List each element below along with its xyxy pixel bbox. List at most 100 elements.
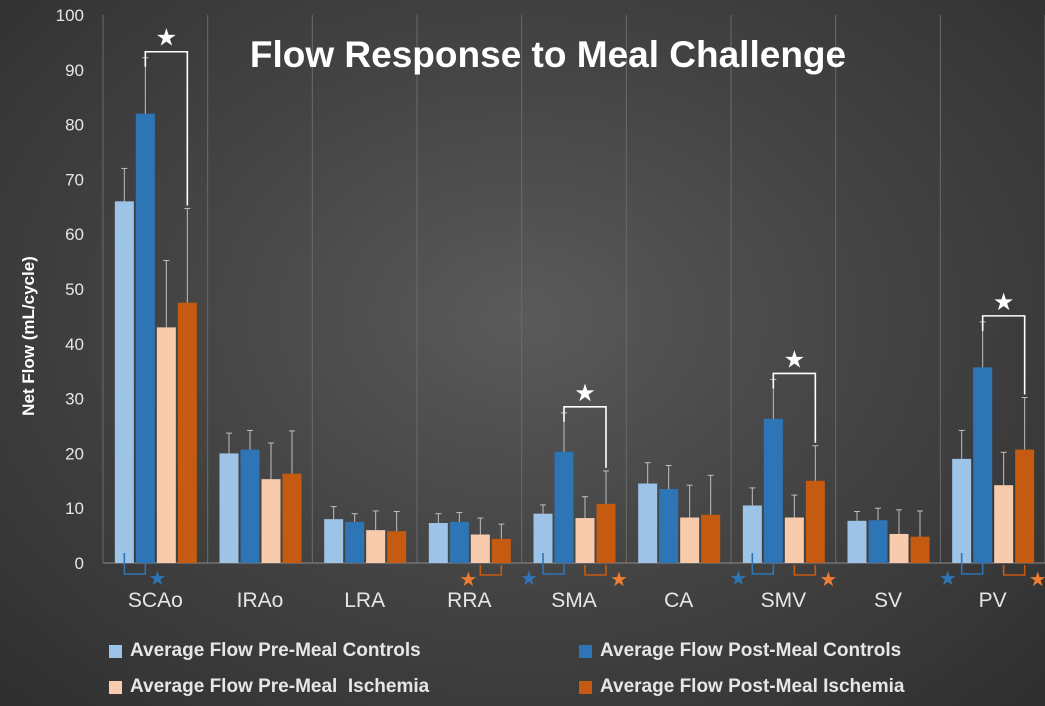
y-tick-label: 60	[65, 225, 84, 244]
ischemia-significance-star-icon: ★	[1029, 567, 1045, 591]
x-tick-label: IRAo	[237, 589, 284, 612]
bar	[889, 533, 909, 563]
significance-bracket	[144, 50, 189, 206]
legend-label: Average Flow Post-Meal Ischemia	[600, 676, 905, 697]
ischemia-significance-bracket	[793, 565, 817, 576]
bar	[345, 521, 365, 563]
bar	[973, 367, 993, 563]
x-tick-label: SMV	[761, 589, 807, 612]
gridlines	[102, 15, 1045, 564]
bar	[910, 536, 930, 563]
bar	[156, 327, 176, 563]
y-axis: 0 10 20 30 40 50 60 70 80 90 100	[56, 6, 84, 573]
bar	[261, 479, 281, 563]
bar	[659, 489, 679, 563]
bar	[680, 517, 700, 563]
ischemia-significance-star-icon: ★	[610, 567, 628, 591]
bar	[428, 522, 448, 563]
y-tick-label: 70	[65, 170, 84, 189]
x-tick-label: PV	[979, 589, 1007, 612]
ischemia-significance-bracket	[1002, 565, 1026, 576]
control-significance-star-icon: ★	[520, 566, 538, 590]
legend-label: Average Flow Post-Meal Controls	[600, 640, 902, 661]
legend-swatch	[109, 680, 122, 694]
legend-swatch	[109, 644, 122, 658]
x-axis-labels: SCAo IRAo LRA RRA SMA CA SMV SV PV	[128, 589, 1007, 612]
control-significance-bracket	[751, 553, 775, 575]
legend-swatch	[579, 680, 592, 694]
bar	[533, 513, 553, 563]
significance-bracket	[563, 406, 607, 468]
y-tick-label: 30	[65, 390, 84, 409]
bar	[638, 483, 658, 563]
y-tick-label: 100	[56, 6, 84, 25]
bars	[114, 113, 1035, 563]
bar	[219, 453, 239, 563]
ischemia-significance-bracket	[584, 565, 607, 576]
y-tick-label: 10	[65, 499, 84, 518]
ischemia-significance-star-icon: ★	[459, 567, 477, 591]
control-significance-bracket	[123, 553, 147, 575]
control-significance-star-icon: ★	[939, 566, 957, 590]
ischemia-significance-bracket	[479, 565, 503, 576]
bar	[701, 514, 721, 563]
control-significance-bracket	[960, 553, 984, 575]
bar	[847, 520, 867, 563]
x-tick-label: CA	[664, 589, 693, 612]
bar	[449, 521, 469, 563]
bar	[575, 518, 595, 563]
bar	[114, 201, 134, 563]
bar	[1015, 449, 1035, 563]
control-significance-star-icon: ★	[729, 566, 747, 590]
y-tick-label: 20	[65, 444, 84, 463]
bar	[470, 534, 490, 563]
bar	[868, 520, 888, 563]
x-tick-label: SV	[874, 589, 902, 612]
legend-label: Average Flow Pre-Meal Ischemia	[130, 676, 430, 697]
y-tick-label: 40	[65, 335, 84, 354]
y-tick-label: 90	[65, 61, 84, 80]
significance-star-icon: ★	[574, 379, 596, 407]
x-tick-label: LRA	[344, 589, 385, 612]
legend-item-pre-meal-controls: Average Flow Pre-Meal Controls	[109, 640, 421, 662]
bar	[366, 530, 386, 563]
bar	[324, 519, 344, 563]
y-tick-label: 80	[65, 116, 84, 135]
bar	[554, 451, 574, 563]
ischemia-significance-star-icon: ★	[819, 567, 837, 591]
bar	[596, 503, 616, 563]
y-tick-label: 0	[75, 554, 84, 573]
control-significance-bracket	[542, 553, 565, 575]
x-tick-label: SCAo	[128, 589, 183, 612]
y-axis-label: Net Flow (mL/cycle)	[19, 256, 38, 416]
bar	[282, 473, 302, 563]
bar	[240, 449, 260, 563]
y-tick-label: 50	[65, 280, 84, 299]
bar	[177, 302, 197, 563]
bar	[994, 485, 1014, 563]
x-tick-label: RRA	[447, 589, 491, 612]
control-significance-star-icon: ★	[148, 566, 166, 590]
significance-bracket	[981, 315, 1026, 395]
bar	[952, 458, 972, 563]
significance-star-icon: ★	[156, 24, 178, 52]
bar	[742, 505, 762, 563]
bar	[135, 113, 155, 563]
legend-item-post-meal-ischemia: Average Flow Post-Meal Ischemia	[579, 676, 904, 698]
chart-title: Flow Response to Meal Challenge	[250, 34, 846, 75]
legend-label: Average Flow Pre-Meal Controls	[130, 640, 421, 661]
bar	[784, 517, 804, 563]
bar	[763, 418, 783, 563]
bar	[491, 538, 511, 563]
bar	[805, 480, 825, 563]
legend-item-post-meal-controls: Average Flow Post-Meal Controls	[579, 640, 901, 662]
significance-bracket	[772, 372, 817, 443]
x-tick-label: SMA	[551, 589, 597, 612]
legend-item-pre-meal-ischemia: Average Flow Pre-Meal Ischemia	[109, 676, 429, 698]
significance-star-icon: ★	[993, 288, 1015, 316]
significance-markers: ★ ★ ★ ★ ★ ★ ★ ★ ★ ★ ★ ★	[123, 24, 1045, 591]
significance-star-icon: ★	[784, 345, 806, 373]
legend-swatch	[579, 644, 592, 658]
